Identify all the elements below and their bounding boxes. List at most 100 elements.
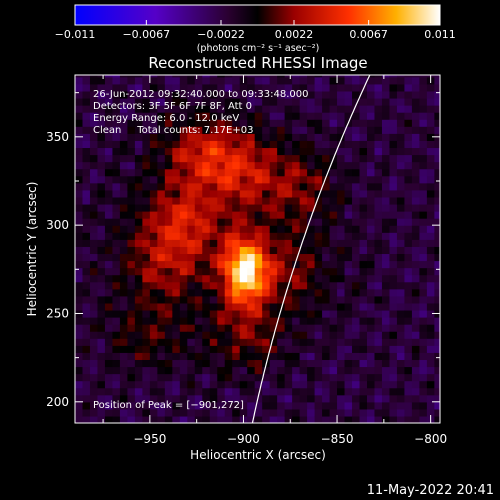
- heatmap-cell: [157, 401, 166, 410]
- heatmap-cell: [389, 366, 398, 375]
- heatmap-cell: [104, 189, 114, 198]
- heatmap-cell: [239, 218, 248, 226]
- heatmap-cell: [194, 246, 203, 255]
- heatmap-cell: [104, 112, 114, 120]
- heatmap-cell: [277, 331, 286, 339]
- heatmap-cell: [269, 380, 278, 389]
- heatmap-cell: [157, 140, 166, 149]
- heatmap-cell: [157, 324, 166, 332]
- heatmap-cell: [149, 302, 158, 311]
- heatmap-cell: [426, 119, 435, 127]
- heatmap-cell: [127, 415, 136, 423]
- heatmap-cell: [434, 324, 440, 332]
- y-axis-label: Heliocentric Y (arcsec): [25, 182, 39, 317]
- heatmap-cell: [292, 168, 301, 177]
- heatmap-cell: [112, 253, 121, 262]
- heatmap-cell: [292, 133, 301, 141]
- x-tick-label: −850: [321, 432, 354, 446]
- heatmap-cell: [322, 119, 331, 127]
- heatmap-cell: [434, 112, 440, 120]
- heatmap-cell: [262, 182, 271, 191]
- heatmap-cell: [284, 394, 293, 403]
- heatmap-cell: [149, 196, 158, 205]
- heatmap-cell: [411, 218, 421, 226]
- heatmap-cell: [262, 401, 271, 410]
- heatmap-cell: [97, 338, 106, 346]
- heatmap-cell: [97, 260, 106, 269]
- heatmap-cell: [75, 345, 84, 353]
- heatmap-cell: [359, 331, 368, 339]
- heatmap-cell: [419, 126, 428, 134]
- heatmap-cell: [277, 408, 286, 417]
- heatmap-cell: [337, 394, 346, 403]
- heatmap-cell: [82, 317, 91, 325]
- heatmap-cell: [104, 274, 114, 283]
- heatmap-cell: [202, 295, 211, 304]
- heatmap-cell: [112, 246, 121, 255]
- heatmap-cell: [194, 373, 203, 382]
- heatmap-cell: [75, 380, 84, 389]
- heatmap-cell: [75, 324, 84, 332]
- colorbar-tick-label: 0.0067: [349, 28, 388, 41]
- heatmap-cell: [187, 415, 196, 423]
- heatmap-cell: [389, 253, 398, 262]
- heatmap-cell: [89, 83, 99, 92]
- heatmap-cell: [262, 373, 271, 382]
- heatmap-cell: [209, 126, 218, 134]
- heatmap-cell: [314, 203, 323, 212]
- heatmap-cell: [89, 246, 99, 255]
- heatmap-cell: [119, 260, 129, 269]
- heatmap-cell: [119, 267, 129, 276]
- heatmap-cell: [157, 246, 166, 255]
- heatmap-cell: [307, 380, 316, 389]
- heatmap-cell: [374, 168, 383, 177]
- heatmap-cell: [202, 97, 211, 106]
- heatmap-cell: [104, 140, 114, 149]
- heatmap-cell: [329, 281, 338, 290]
- heatmap-cell: [127, 218, 136, 226]
- heatmap-cell: [284, 189, 293, 198]
- heatmap-cell: [149, 218, 158, 226]
- heatmap-cell: [224, 295, 233, 304]
- heatmap-cell: [209, 182, 218, 191]
- heatmap-cell: [127, 119, 136, 127]
- heatmap-cell: [262, 218, 271, 226]
- heatmap-cell: [269, 260, 278, 269]
- heatmap-cell: [134, 112, 143, 120]
- heatmap-cell: [277, 119, 286, 127]
- heatmap-cell: [352, 373, 361, 382]
- heatmap-cell: [359, 359, 368, 368]
- heatmap-cell: [434, 359, 440, 368]
- heatmap-cell: [232, 288, 241, 297]
- heatmap-cell: [157, 309, 166, 318]
- heatmap-cell: [381, 161, 391, 170]
- heatmap-cell: [224, 154, 233, 163]
- heatmap-cell: [404, 331, 413, 339]
- heatmap-cell: [254, 415, 263, 423]
- heatmap-cell: [89, 90, 99, 99]
- heatmap-cell: [82, 373, 91, 382]
- heatmap-cell: [75, 126, 84, 134]
- heatmap-cell: [381, 126, 391, 134]
- heatmap-cell: [202, 415, 211, 423]
- x-axis-label: Heliocentric X (arcsec): [190, 448, 326, 462]
- heatmap-cell: [209, 154, 218, 163]
- heatmap-cell: [89, 387, 99, 396]
- heatmap-cell: [344, 76, 353, 85]
- heatmap-cell: [389, 232, 398, 240]
- heatmap-cell: [254, 105, 263, 113]
- heatmap-cell: [157, 76, 166, 85]
- heatmap-cell: [434, 281, 440, 290]
- heatmap-cell: [247, 218, 256, 226]
- heatmap-cell: [284, 267, 293, 276]
- heatmap-cell: [284, 345, 293, 353]
- heatmap-cell: [359, 126, 368, 134]
- heatmap-cell: [292, 76, 301, 85]
- heatmap-cell: [381, 274, 391, 283]
- heatmap-cell: [352, 126, 361, 134]
- heatmap-cell: [209, 302, 218, 311]
- heatmap-cell: [239, 338, 248, 346]
- heatmap-cell: [411, 83, 421, 92]
- heatmap-cell: [307, 324, 316, 332]
- heatmap-cell: [232, 76, 241, 85]
